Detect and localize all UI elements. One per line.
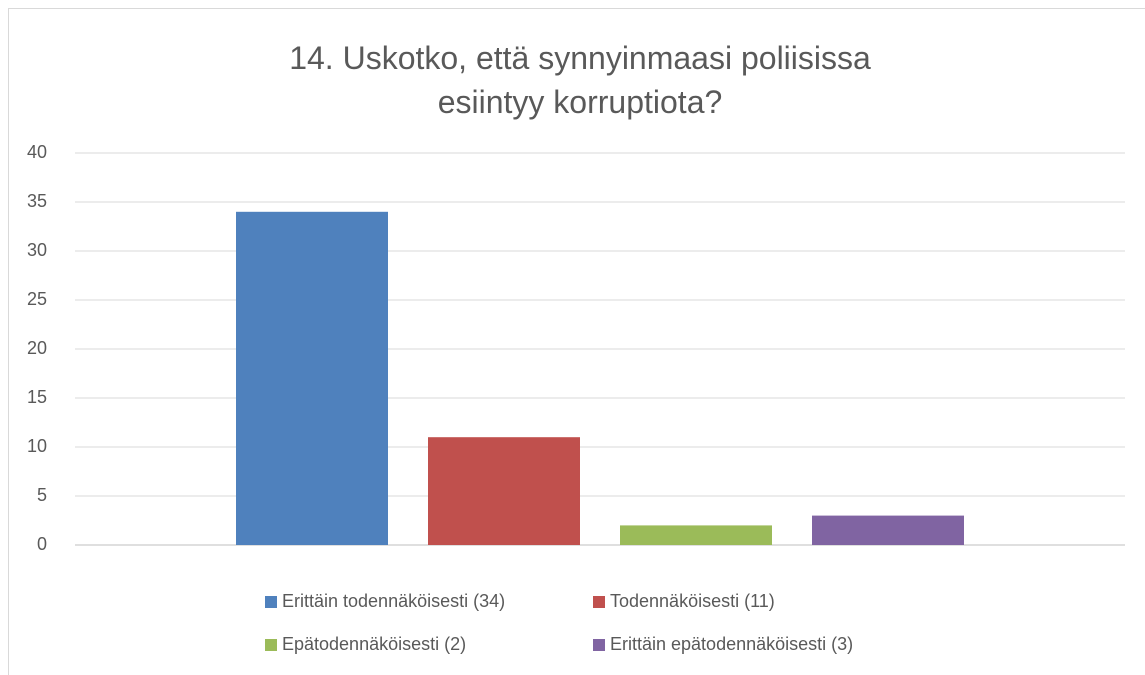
bar [620, 525, 772, 545]
chart-border [8, 8, 1145, 675]
y-tick-label: 5 [37, 485, 47, 505]
y-tick-label: 35 [27, 191, 47, 211]
y-tick-label: 0 [37, 534, 47, 554]
legend-label: Erittäin epätodennäköisesti (3) [610, 634, 853, 654]
legend-swatch [593, 596, 605, 608]
y-tick-label: 40 [27, 142, 47, 162]
chart-title: 14. Uskotko, että synnyinmaasi poliisiss… [289, 40, 871, 120]
bar [428, 437, 580, 545]
y-tick-label: 20 [27, 338, 47, 358]
bar [236, 211, 388, 546]
legend-swatch [265, 639, 277, 651]
legend-label: Todennäköisesti (11) [610, 591, 775, 611]
y-tick-label: 30 [27, 240, 47, 260]
legend-label: Epätodennäköisesti (2) [282, 634, 466, 654]
legend-label: Erittäin todennäköisesti (34) [282, 591, 505, 611]
bar [812, 515, 964, 545]
y-tick-label: 10 [27, 436, 47, 456]
y-tick-label: 15 [27, 387, 47, 407]
y-tick-label: 25 [27, 289, 47, 309]
legend-swatch [265, 596, 277, 608]
legend-swatch [593, 639, 605, 651]
